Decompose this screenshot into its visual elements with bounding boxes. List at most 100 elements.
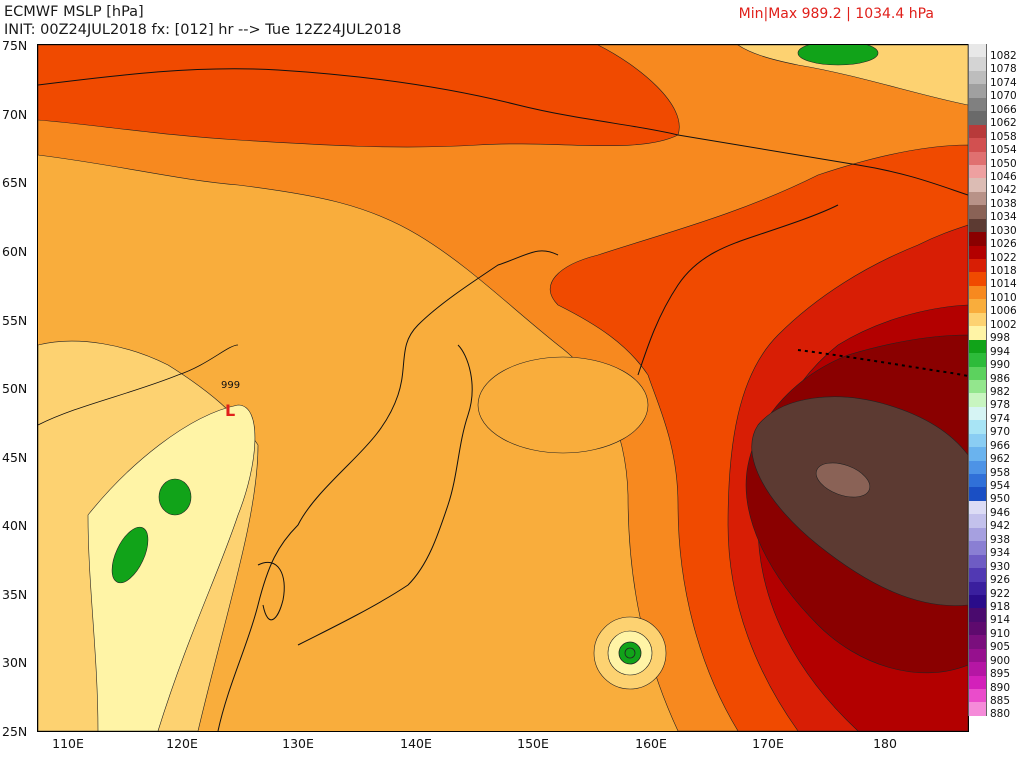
colorbar-level-1070: 1070	[968, 84, 1024, 102]
colorbar-label: 1078	[990, 63, 1017, 76]
colorbar-level-950: 950	[968, 487, 1024, 505]
colorbar-level-942: 942	[968, 514, 1024, 532]
coast-kamchatka	[637, 204, 839, 376]
colorbar-label: 1030	[990, 224, 1017, 237]
pressure-band-1030	[751, 396, 968, 606]
colorbar-label: 1018	[990, 265, 1017, 277]
colorbar-label: 1062	[990, 117, 1017, 130]
colorbar-swatch	[968, 151, 987, 165]
colorbar-swatch	[968, 474, 987, 488]
colorbar-level-946: 946	[968, 500, 1024, 519]
border-mongolia-china	[38, 344, 239, 426]
colorbar-label: 1034	[990, 211, 1017, 224]
low-center-marker: L	[225, 401, 236, 420]
colorbar-label: 1082	[990, 50, 1017, 62]
colorbar-label: 990	[990, 359, 1011, 372]
colorbar-level-1042: 1042	[968, 178, 1024, 196]
colorbar-label: 962	[990, 453, 1011, 466]
pressure-low-china-2	[111, 526, 149, 584]
lon-label-140e: 140E	[400, 736, 432, 751]
colorbar-label: 1022	[990, 251, 1017, 264]
colorbar-label: 1050	[990, 157, 1017, 170]
chart-title: ECMWF MSLP [hPa]	[4, 4, 144, 20]
colorbar-level-885: 885	[968, 689, 1024, 707]
colorbar-swatch	[968, 500, 987, 515]
colorbar-swatch	[968, 245, 987, 259]
pressure-band-north-1014	[38, 45, 680, 148]
colorbar-level-1038: 1038	[968, 191, 1024, 210]
colorbar-level-1062: 1062	[968, 111, 1024, 129]
colorbar-label: 950	[990, 493, 1011, 506]
colorbar-label: 1054	[990, 144, 1017, 157]
colorbar-label: 974	[990, 412, 1011, 425]
colorbar-level-1002: 1002	[968, 312, 1024, 331]
colorbar-swatch	[968, 57, 987, 71]
colorbar-label: 1002	[990, 318, 1017, 331]
colorbar-swatch	[968, 608, 987, 622]
colorbar-level-890: 890	[968, 675, 1024, 694]
lat-label-50n: 50N	[2, 381, 28, 396]
colorbar-swatch	[968, 111, 987, 125]
lat-label-30n: 30N	[2, 655, 28, 670]
colorbar-label: 1070	[990, 90, 1017, 103]
min-max-readout: Min|Max 989.2 | 1034.4 hPa	[738, 6, 934, 22]
colorbar-level-1058: 1058	[968, 124, 1024, 143]
colorbar-level-974: 974	[968, 406, 1024, 425]
pressure-map	[37, 44, 969, 732]
lat-label-40n: 40N	[2, 518, 28, 533]
colorbar-swatch	[968, 379, 987, 394]
colorbar-level-1030: 1030	[968, 218, 1024, 237]
colorbar-swatch	[968, 554, 987, 569]
coastlines	[38, 68, 968, 731]
colorbar-swatch	[968, 178, 987, 192]
pressure-map-svg	[38, 45, 968, 731]
colorbar-label: 982	[990, 385, 1011, 398]
coast-asia-east	[217, 250, 559, 731]
colorbar-swatch	[968, 568, 987, 582]
lon-label-180: 180	[873, 736, 897, 751]
coast-japan	[297, 344, 473, 646]
colorbar-level-1022: 1022	[968, 245, 1024, 264]
colorbar-swatch	[968, 339, 987, 354]
colorbar-level-978: 978	[968, 393, 1024, 411]
colorbar-level-1046: 1046	[968, 164, 1024, 183]
colorbar-swatch	[968, 70, 987, 85]
colorbar-level-1026: 1026	[968, 232, 1024, 250]
pressure-band-north-1002	[737, 45, 968, 106]
colorbar-swatch	[968, 299, 987, 313]
colorbar-level-994: 994	[968, 339, 1024, 358]
init-forecast-line: INIT: 00Z24JUL2018 fx: [012] hr --> Tue …	[4, 22, 402, 38]
colorbar-label: 1014	[990, 278, 1017, 291]
colorbar-swatch	[968, 460, 987, 474]
colorbar-label: 880	[990, 708, 1011, 721]
colorbar-level-962: 962	[968, 447, 1024, 465]
typhoon-core-994	[618, 641, 642, 665]
colorbar-label: 910	[990, 627, 1011, 640]
pressure-colorbar: 1082 1078 1074 1070 1066 1062 1058 1054 1050 1046…	[968, 44, 1024, 720]
colorbar-label: 905	[990, 641, 1011, 654]
colorbar-level-900: 900	[968, 648, 1024, 667]
colorbar-label: 966	[990, 439, 1011, 452]
colorbar-level-1082: 1082	[968, 44, 1024, 62]
lon-label-120e: 120E	[166, 736, 198, 751]
colorbar-level-966: 966	[968, 433, 1024, 452]
colorbar-label: 1074	[990, 76, 1017, 89]
colorbar-label: 1006	[990, 305, 1017, 318]
colorbar-swatch	[968, 191, 987, 206]
pressure-bubble-1006	[477, 356, 649, 454]
colorbar-swatch	[968, 259, 987, 273]
colorbar-label: 1042	[990, 184, 1017, 197]
colorbar-level-1034: 1034	[968, 205, 1024, 223]
lat-label-55n: 55N	[2, 313, 28, 328]
typhoon-eye	[624, 647, 636, 659]
colorbar-level-990: 990	[968, 353, 1024, 371]
colorbar-label: 970	[990, 426, 1011, 439]
colorbar-level-926: 926	[968, 568, 1024, 586]
colorbar-swatch	[968, 594, 987, 609]
colorbar-label: 998	[990, 332, 1011, 345]
colorbar-swatch	[968, 138, 987, 152]
colorbar-level-1010: 1010	[968, 285, 1024, 304]
colorbar-level-934: 934	[968, 541, 1024, 559]
colorbar-level-880: 880	[968, 702, 1024, 720]
colorbar-level-954: 954	[968, 474, 1024, 492]
